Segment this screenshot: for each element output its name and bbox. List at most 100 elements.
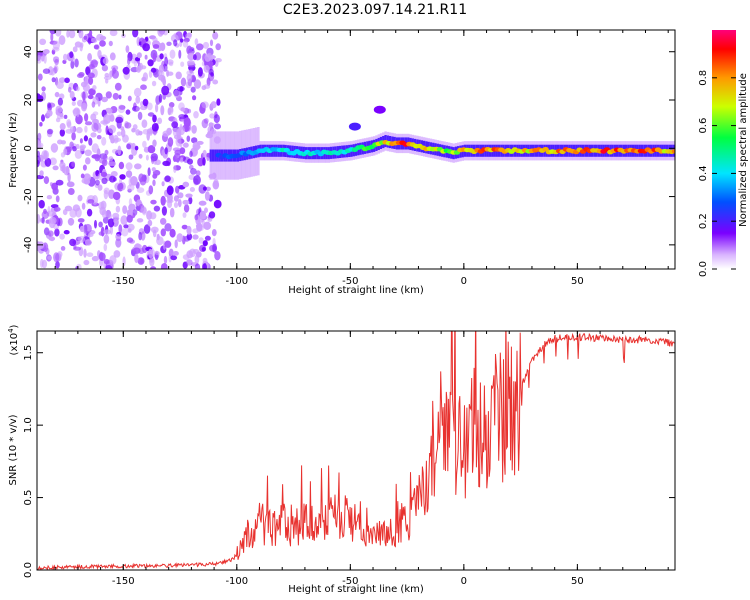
spectrogram-y-label: Frequency (Hz) — [8, 112, 19, 188]
noise-blob — [118, 161, 125, 170]
noise-blob — [128, 154, 134, 160]
noise-blob — [196, 225, 204, 232]
noise-blob — [72, 46, 78, 53]
noise-blob — [203, 84, 211, 89]
noise-blob — [55, 30, 62, 37]
noise-blob — [170, 34, 179, 43]
noise-blob — [204, 53, 211, 62]
noise-blob — [150, 199, 157, 205]
noise-blob — [126, 214, 133, 223]
noise-blob — [77, 235, 86, 243]
noise-blob — [76, 73, 84, 78]
noise-blob — [164, 147, 168, 155]
noise-blob — [41, 86, 46, 92]
noise-blob — [175, 137, 182, 147]
x-tick-label: 50 — [571, 276, 584, 287]
noise-blob — [70, 60, 75, 69]
noise-blob — [172, 251, 179, 256]
noise-blob — [202, 186, 207, 191]
x-tick-label: -50 — [342, 276, 358, 287]
noise-blob — [202, 157, 206, 166]
noise-blob — [193, 54, 197, 61]
ridge-band — [214, 149, 217, 162]
snr-y-axis: 0.0 0.5 1.0 1.5 — [23, 345, 675, 578]
noise-blob — [154, 251, 160, 256]
noise-blob — [173, 195, 179, 202]
noise-blob — [149, 212, 157, 220]
noise-blob — [119, 174, 126, 180]
noise-blob — [209, 113, 215, 119]
noise-blob — [149, 257, 155, 267]
noise-blob — [112, 69, 119, 79]
spectrogram-x-label: Height of straight line (km) — [288, 285, 424, 296]
noise-blob — [46, 109, 53, 117]
noise-blob — [161, 181, 165, 187]
noise-blob — [83, 35, 88, 40]
noise-blob — [187, 52, 195, 61]
y-tick-label: -40 — [23, 237, 34, 253]
noise-blob — [72, 146, 77, 152]
noise-blob — [66, 30, 70, 38]
x-tick-label: -150 — [112, 276, 135, 287]
noise-blob — [164, 223, 172, 232]
x-tick-label: 0 — [461, 576, 467, 587]
noise-blob — [79, 145, 85, 152]
noise-blob — [182, 199, 190, 205]
noise-blob — [169, 49, 176, 59]
noise-blob — [127, 57, 131, 65]
noise-blob — [68, 30, 76, 39]
noise-blob — [67, 172, 71, 183]
noise-blob — [134, 145, 139, 151]
noise-blob — [201, 101, 209, 109]
noise-blob — [162, 30, 169, 36]
noise-blob — [196, 43, 204, 51]
noise-blob — [83, 223, 92, 234]
noise-blob — [190, 86, 196, 93]
noise-blob — [84, 239, 92, 246]
noise-blob — [115, 205, 121, 213]
noise-blob — [142, 140, 147, 148]
noise-blob — [194, 38, 199, 46]
noise-blob — [112, 191, 121, 201]
noise-blob — [83, 259, 90, 266]
noise-blob — [192, 234, 199, 240]
noise-blob — [39, 122, 43, 127]
noise-blob — [82, 164, 87, 171]
noise-blob — [63, 53, 68, 61]
noise-blob — [69, 51, 74, 59]
noise-blob — [79, 138, 83, 144]
noise-blob — [63, 230, 70, 235]
noise-blob — [90, 113, 97, 121]
noise-blob — [88, 232, 94, 237]
noise-blob — [166, 41, 172, 46]
noise-blob — [152, 52, 157, 63]
noise-blob — [142, 129, 149, 135]
noise-blob — [145, 154, 149, 161]
noise-blob — [75, 143, 80, 150]
noise-blob — [108, 161, 117, 167]
snr-panel: -150 -100 -50 0 50 0.0 0.5 1.0 1.5 Height of st… — [7, 324, 676, 595]
noise-blob — [120, 215, 128, 226]
noise-blob — [208, 211, 216, 219]
noise-blob — [186, 45, 193, 55]
noise-blob — [37, 73, 43, 81]
noise-blob — [193, 111, 199, 119]
noise-blob — [91, 101, 96, 108]
noise-blob — [180, 107, 186, 112]
noise-blob — [173, 152, 181, 163]
noise-blob — [141, 207, 147, 214]
noise-blob — [47, 206, 51, 215]
noise-blob — [101, 159, 108, 167]
noise-blob — [74, 41, 82, 48]
noise-blob — [172, 126, 178, 137]
noise-blob — [59, 233, 65, 240]
noise-blob — [212, 243, 218, 253]
noise-blob — [118, 224, 123, 234]
noise-blob — [43, 208, 47, 215]
noise-blob — [137, 257, 145, 265]
noise-blob — [103, 258, 110, 265]
noise-blob — [198, 237, 204, 244]
noise-blob — [39, 258, 44, 268]
noise-blob — [201, 247, 206, 252]
noise-blob — [182, 254, 190, 260]
